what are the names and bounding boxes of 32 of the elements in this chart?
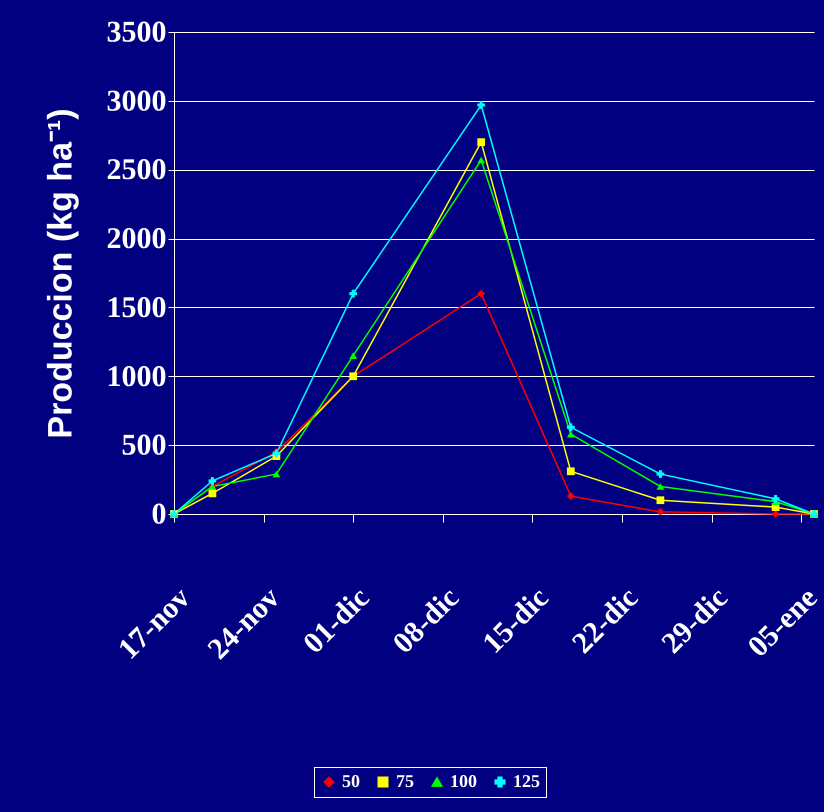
legend-label: 50 — [342, 771, 360, 791]
point — [349, 352, 358, 359]
point — [477, 101, 486, 109]
y-tick-label: 3000 — [106, 84, 166, 118]
y-tick-label: 2000 — [106, 222, 166, 256]
legend-label: 125 — [513, 771, 540, 791]
y-axis-title: Produccion (kg ha⁻¹) — [42, 108, 80, 439]
point — [656, 496, 664, 504]
point — [477, 138, 486, 146]
point — [656, 470, 664, 478]
y-tick-label: 500 — [122, 428, 166, 462]
point — [566, 423, 575, 432]
point — [656, 483, 664, 490]
point — [566, 492, 575, 500]
point — [656, 508, 664, 516]
point — [349, 290, 358, 298]
y-tick-label: 1500 — [106, 290, 166, 324]
point — [772, 494, 780, 503]
y-tick-label: 3500 — [106, 16, 166, 48]
point — [208, 489, 216, 498]
point — [772, 510, 780, 518]
point — [477, 290, 486, 298]
legend-label: 100 — [450, 771, 477, 791]
point — [208, 477, 216, 485]
point — [566, 430, 575, 438]
y-tick-label: 2500 — [106, 153, 166, 186]
y-tick-label: 0 — [152, 498, 166, 530]
point — [566, 467, 575, 476]
point — [477, 156, 486, 164]
legend-label: 75 — [396, 771, 414, 791]
y-tick-label: 1000 — [106, 360, 166, 393]
point — [272, 470, 280, 478]
